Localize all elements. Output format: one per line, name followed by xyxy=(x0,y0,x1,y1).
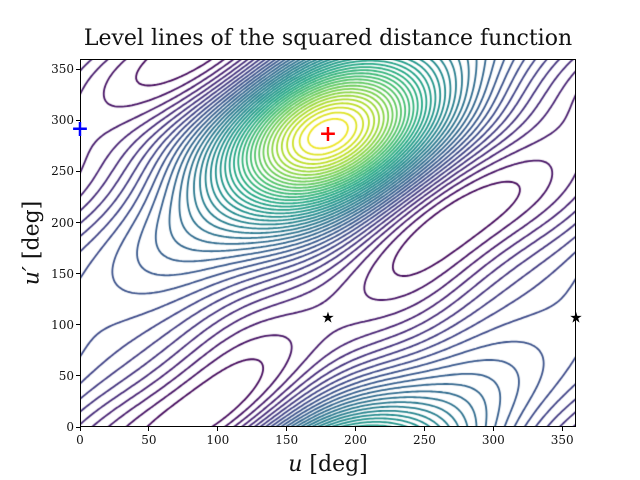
x-tick-mark xyxy=(561,427,563,431)
blue-plus-marker-icon: + xyxy=(70,115,90,142)
x-tick-label: 300 xyxy=(481,433,505,447)
x-tick-label: 50 xyxy=(141,433,157,447)
x-tick-mark xyxy=(79,427,81,431)
x-tick-label: 100 xyxy=(206,433,230,447)
x-axis-label: u [deg] xyxy=(80,452,576,477)
x-axis-unit: [deg] xyxy=(309,452,368,477)
y-tick-mark xyxy=(76,375,80,377)
y-tick-mark xyxy=(76,426,80,428)
y-tick-mark xyxy=(76,170,80,172)
max-plus-marker-icon: + xyxy=(318,120,338,147)
x-tick-label: 250 xyxy=(412,433,436,447)
chart-title: Level lines of the squared distance func… xyxy=(83,26,573,51)
y-tick-mark xyxy=(76,222,80,224)
y-tick-label: 0 xyxy=(66,420,74,434)
contour-lines xyxy=(80,59,576,427)
y-tick-label: 100 xyxy=(51,317,74,332)
x-axis-variable: u xyxy=(288,452,303,477)
y-tick-mark xyxy=(76,119,80,121)
y-axis-label: u′ [deg] xyxy=(20,201,45,286)
x-tick-mark xyxy=(286,427,288,431)
x-tick-label: 150 xyxy=(275,433,299,447)
y-tick-mark xyxy=(76,273,80,275)
y-tick-label: 300 xyxy=(51,113,74,128)
star-marker-icon: ★ xyxy=(569,308,583,327)
y-tick-label: 150 xyxy=(51,266,74,281)
y-tick-label: 200 xyxy=(51,215,74,230)
y-axis-unit: [deg] xyxy=(19,200,45,260)
y-tick-label: 50 xyxy=(58,368,74,383)
x-tick-mark xyxy=(148,427,150,431)
y-axis-variable: u′ xyxy=(19,266,45,286)
x-tick-mark xyxy=(423,427,425,431)
x-tick-mark xyxy=(355,427,357,431)
x-tick-mark xyxy=(217,427,219,431)
x-tick-label: 350 xyxy=(550,433,574,447)
y-tick-mark xyxy=(76,324,80,326)
y-tick-mark xyxy=(76,68,80,70)
x-tick-label: 200 xyxy=(344,433,367,447)
y-tick-label: 350 xyxy=(51,62,74,77)
y-tick-label: 250 xyxy=(51,164,74,179)
x-tick-mark xyxy=(492,427,494,431)
star-marker-icon: ★ xyxy=(321,308,335,327)
x-tick-label: 0 xyxy=(76,433,84,447)
contour-plot-area xyxy=(80,59,576,427)
